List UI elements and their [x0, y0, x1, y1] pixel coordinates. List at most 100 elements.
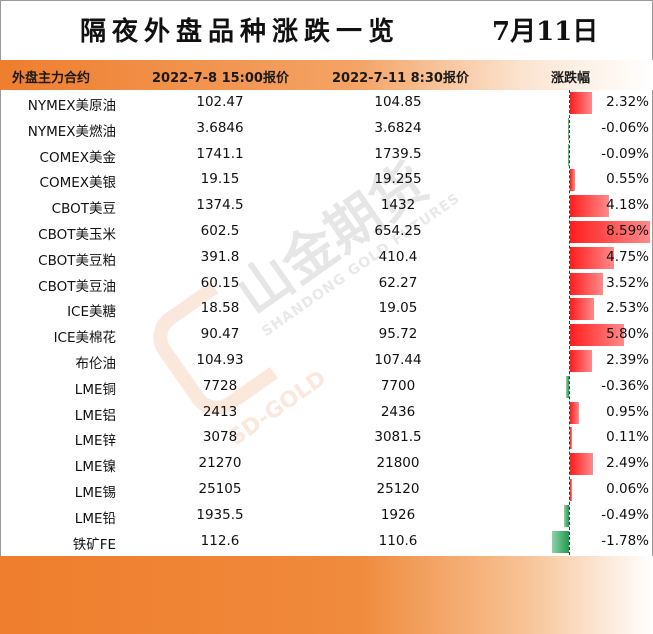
price-2: 110.6: [378, 532, 418, 549]
change-bar-up: [570, 220, 650, 243]
table-body: NYMEX美原油 102.47 104.85 2.32% NYMEX美燃油 3.6846 3…: [0, 90, 653, 554]
price-1: 112.6: [200, 532, 240, 549]
table-row: LME镍 21270 21800 2.49%: [0, 451, 653, 477]
change-bar-up: [570, 298, 594, 321]
table-row: 铁矿FE 112.6 110.6 -1.78%: [0, 529, 653, 555]
price-2: 1739.5: [374, 145, 422, 162]
table-header: 外盘主力合约 2022-7-8 15:00报价 2022-7-11 8:30报价…: [0, 60, 653, 90]
change-bar-up: [570, 401, 579, 424]
contract-name: CBOT美豆油: [38, 278, 116, 295]
change-pct: 5.80%: [606, 326, 649, 343]
table-row: CBOT美豆粕 391.8 410.4 4.75%: [0, 245, 653, 271]
change-pct: 2.53%: [606, 300, 649, 317]
change-bar-up: [570, 324, 625, 347]
contract-name: 布伦油: [75, 355, 117, 372]
change-bar-down: [565, 375, 569, 398]
change-bar-down: [567, 117, 569, 140]
contract-name: 铁矿FE: [72, 536, 116, 553]
price-1: 102.47: [196, 94, 244, 110]
change-bar-down: [567, 143, 569, 166]
table-row: LME铜 7728 7700 -0.36%: [0, 374, 653, 400]
change-pct: 0.95%: [606, 403, 649, 420]
change-pct: -1.78%: [601, 532, 649, 549]
change-bar-up: [570, 246, 615, 269]
price-1: 104.93: [196, 351, 244, 368]
change-bar-up: [570, 195, 609, 218]
price-2: 3081.5: [374, 429, 422, 446]
price-1: 21270: [198, 455, 242, 472]
header-price-2: 2022-7-11 8:30报价: [332, 71, 469, 86]
contract-name: CBOT美豆粕: [38, 252, 116, 269]
price-1: 60.15: [200, 274, 240, 291]
contract-name: NYMEX美原油: [27, 98, 116, 114]
price-2: 19.05: [378, 300, 418, 317]
change-pct: 2.49%: [606, 455, 649, 472]
change-pct: 0.06%: [606, 480, 649, 497]
table-row: LME锌 3078 3081.5 0.11%: [0, 425, 653, 451]
price-1: 602.5: [200, 222, 240, 239]
contract-name: COMEX美金: [39, 149, 116, 166]
change-bar-up: [570, 427, 572, 450]
price-1: 1741.1: [196, 145, 244, 162]
contract-name: LME锡: [74, 484, 116, 501]
table-row: ICE美棉花 90.47 95.72 5.80%: [0, 322, 653, 348]
price-1: 391.8: [200, 248, 240, 265]
header-price-1: 2022-7-8 15:00报价: [152, 71, 289, 86]
price-2: 1432: [380, 197, 416, 214]
change-pct: 4.18%: [606, 197, 649, 214]
contract-name: LME铝: [74, 407, 116, 424]
price-1: 90.47: [200, 326, 240, 343]
price-1: 2413: [202, 403, 238, 420]
change-bar-up: [570, 453, 594, 476]
contract-name: LME铅: [74, 510, 116, 527]
price-1: 3.6846: [196, 119, 244, 136]
table-row: CBOT美豆 1374.5 1432 4.18%: [0, 193, 653, 219]
change-bar-up: [570, 349, 593, 372]
change-pct: 2.32%: [606, 94, 649, 110]
price-2: 21800: [376, 455, 420, 472]
change-pct: 0.55%: [606, 171, 649, 188]
price-1: 1374.5: [196, 197, 244, 214]
contract-name: LME铜: [74, 381, 116, 398]
price-2: 95.72: [378, 326, 418, 343]
contract-name: LME镍: [74, 459, 116, 476]
price-2: 410.4: [378, 248, 418, 265]
price-1: 25105: [198, 480, 242, 497]
price-2: 1926: [380, 506, 416, 523]
price-1: 7728: [202, 377, 238, 394]
change-axis: [569, 90, 570, 555]
price-2: 25120: [376, 480, 420, 497]
change-bar-down: [564, 504, 569, 527]
table-row: CBOT美豆油 60.15 62.27 3.52%: [0, 271, 653, 297]
change-pct: -0.36%: [601, 377, 649, 394]
contract-name: NYMEX美燃油: [27, 123, 116, 140]
footer-band: [0, 556, 653, 634]
price-1: 1935.5: [196, 506, 244, 523]
change-bar-up: [570, 169, 576, 192]
contract-name: CBOT美玉米: [38, 226, 116, 243]
change-pct: -0.09%: [601, 145, 649, 162]
table-row: LME铝 2413 2436 0.95%: [0, 400, 653, 426]
header-contract: 外盘主力合约: [12, 71, 91, 86]
table-row: ICE美糖 18.58 19.05 2.53%: [0, 296, 653, 322]
change-bar-up: [570, 272, 603, 295]
page-title: 隔夜外盘品种涨跌一览: [80, 17, 401, 47]
price-2: 62.27: [378, 274, 418, 291]
change-pct: 3.52%: [606, 274, 649, 291]
title-bar: 隔夜外盘品种涨跌一览 7月11日: [0, 0, 653, 60]
table-row: NYMEX美燃油 3.6846 3.6824 -0.06%: [0, 116, 653, 142]
table-row: COMEX美银 19.15 19.255 0.55%: [0, 167, 653, 193]
change-pct: -0.49%: [601, 506, 649, 523]
change-bar-up: [570, 478, 572, 501]
price-1: 18.58: [200, 300, 240, 317]
report-date: 7月11日: [492, 17, 599, 47]
table-row: LME铅 1935.5 1926 -0.49%: [0, 503, 653, 529]
change-bar-up: [570, 92, 592, 114]
price-2: 3.6824: [374, 119, 422, 136]
change-pct: 0.11%: [606, 429, 649, 446]
price-2: 19.255: [374, 171, 422, 188]
contract-name: COMEX美银: [39, 175, 116, 192]
table-row: LME锡 25105 25120 0.06%: [0, 477, 653, 503]
price-2: 104.85: [374, 94, 422, 110]
table-row: 布伦油 104.93 107.44 2.39%: [0, 348, 653, 374]
